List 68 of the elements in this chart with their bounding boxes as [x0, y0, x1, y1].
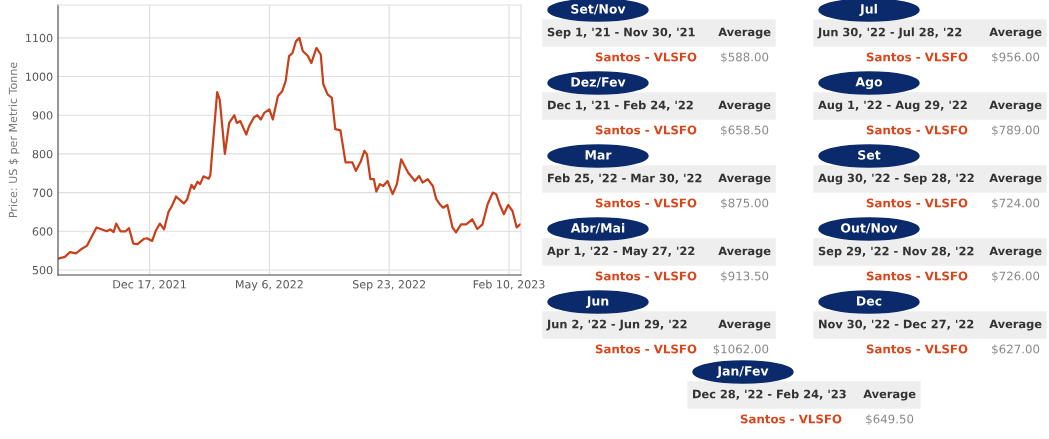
category-label: Aug 1, '22 - Aug 29, '22 [818, 100, 967, 112]
text: Average [989, 319, 1042, 331]
y-tick-label: 1000 [26, 72, 53, 81]
data-label: $649.50 [866, 414, 914, 425]
text: Set/Nov [571, 4, 626, 15]
text: Out/Nov [840, 223, 898, 234]
y-tick-label: 500 [32, 265, 53, 275]
category-label: Jun 2, '22 - Jun 29, '22 [546, 319, 687, 331]
text: Abr/Mai [570, 222, 625, 234]
y-tick-label: 700 [32, 188, 53, 197]
text: Santos - VLSFO [740, 414, 842, 424]
text: Set [858, 150, 881, 160]
y-tick-label: 1100 [26, 33, 53, 43]
text: Average [718, 100, 771, 112]
legend-label: Santos - VLSFO [595, 52, 697, 62]
text: Dec [857, 296, 882, 306]
category-label: Apr 1, '22 - May 27, '22 [547, 246, 695, 258]
text: Average [718, 27, 771, 39]
x-tick-label: Feb 10, 2023 [473, 279, 545, 290]
text: Average [989, 173, 1042, 185]
data-label: $789.00 [992, 125, 1040, 136]
text: Jul [859, 3, 877, 16]
category-label: Dec 28, '22 - Feb 24, '23 [693, 389, 846, 400]
category-label: Feb 25, '22 - Mar 30, '22 [548, 173, 702, 184]
text: Santos - VLSFO [595, 271, 697, 281]
data-label: $724.00 [992, 198, 1040, 209]
y-tick-label: 800 [32, 149, 53, 159]
data-label: $875.00 [721, 198, 769, 209]
text: Average [863, 389, 916, 401]
text: Dez/Fev [571, 77, 626, 88]
category-label: Dec 1, '21 - Feb 24, '22 [548, 100, 693, 111]
data-label: $913.50 [721, 271, 769, 282]
text: Santos - VLSFO [866, 344, 968, 354]
text: Average [718, 319, 771, 331]
text: Ago [855, 77, 883, 90]
text: Santos - VLSFO [595, 198, 697, 208]
category-label: Sep 1, '21 - Nov 30, '21 [547, 27, 695, 39]
data-label: $627.00 [992, 344, 1040, 355]
x-tick-label: Sep 23, 2022 [352, 280, 426, 291]
text: Jan/Fev [716, 366, 769, 378]
text: Santos - VLSFO [866, 198, 968, 208]
category-label: Jun 30, '22 - Jul 28, '22 [817, 27, 962, 39]
text: Santos - VLSFO [866, 125, 968, 135]
y-axis-title: Price: US $ per Metric Tonne [8, 62, 20, 218]
text: Mar [585, 150, 612, 160]
data-label: $1062.00 [713, 344, 769, 355]
category-label: Aug 30, '22 - Sep 28, '22 [818, 173, 974, 185]
text: Jun [586, 296, 609, 308]
x-tick-label: Dec 17, 2021 [113, 280, 186, 290]
text: Santos - VLSFO [866, 271, 968, 281]
text: Average [989, 100, 1042, 112]
x-tick-label: May 6, 2022 [236, 280, 303, 291]
text: Average [718, 173, 771, 185]
y-tick-label: 900 [32, 111, 53, 120]
y-tick-label: 600 [32, 227, 53, 236]
data-label: $658.50 [721, 125, 769, 136]
category-label: Nov 30, '22 - Dec 27, '22 [819, 319, 974, 330]
text: Santos - VLSFO [595, 344, 697, 354]
category-label: Sep 29, '22 - Nov 28, '22 [818, 246, 974, 258]
text: Santos - VLSFO [866, 52, 968, 62]
line-series [58, 36, 521, 260]
text: Average [718, 246, 771, 258]
text: Santos - VLSFO [595, 125, 697, 135]
text: Average [989, 246, 1042, 258]
text: Average [989, 27, 1042, 39]
data-label: $588.00 [721, 52, 769, 63]
data-label: $956.00 [992, 52, 1040, 63]
data-label: $726.00 [992, 271, 1040, 282]
